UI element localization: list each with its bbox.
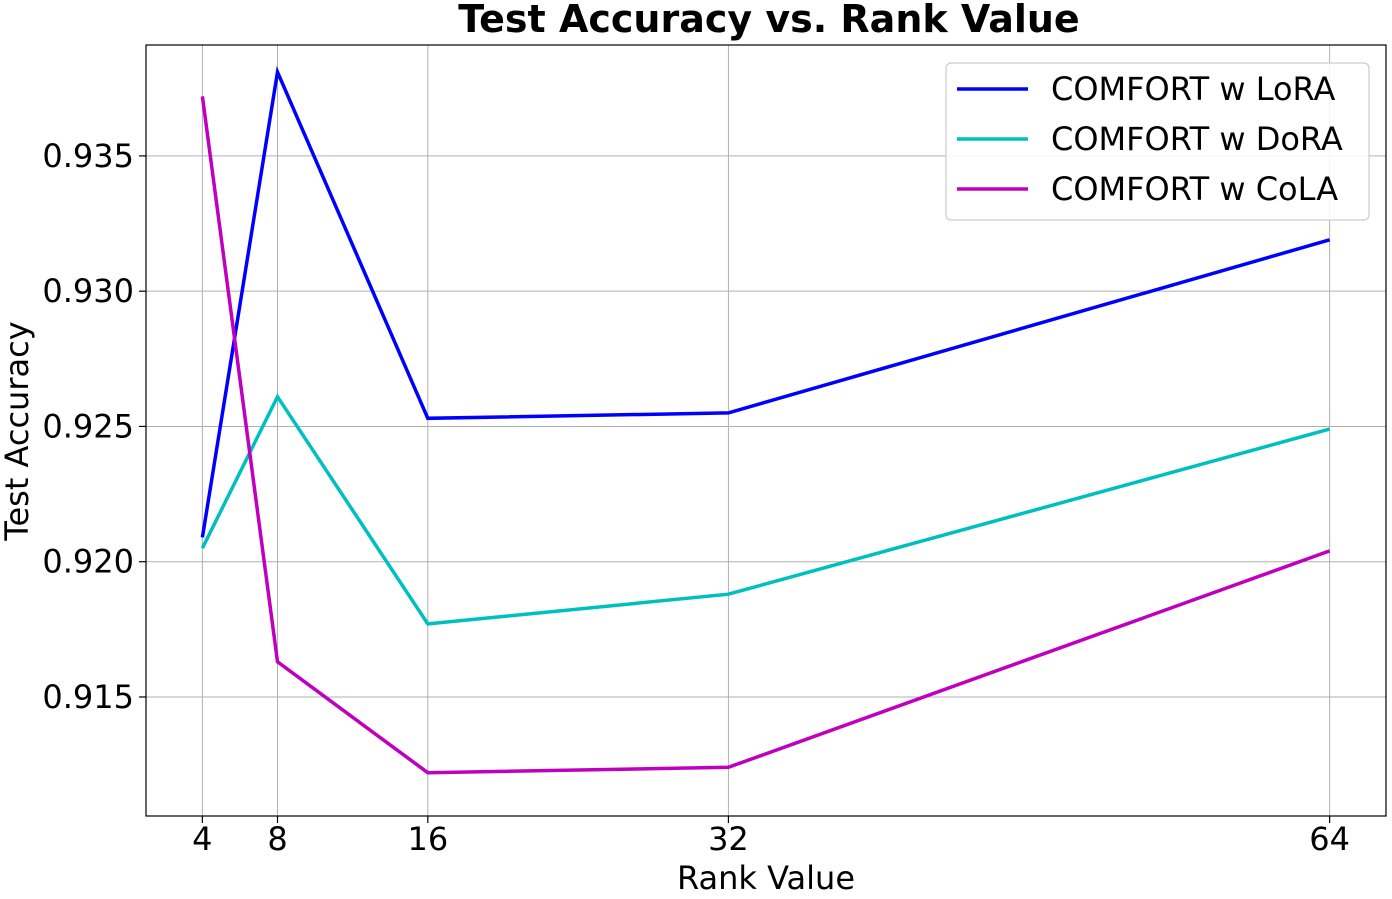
x-tick-label: 16 <box>407 820 448 858</box>
series-line-1 <box>200 65 1331 538</box>
x-axis-label: Rank Value <box>677 859 855 894</box>
x-tick-label: 8 <box>267 820 287 858</box>
legend: COMFORT w LoRA COMFORT w DoRA COMFORT w Co… <box>945 62 1370 221</box>
legend-label: COMFORT w LoRA <box>1051 70 1335 108</box>
y-axis-label: Test Accuracy <box>0 321 36 541</box>
series-lines <box>200 65 1331 775</box>
series-line-3 <box>200 96 1331 775</box>
chart-title: Test Accuracy vs. Rank Value <box>458 0 1079 41</box>
series-line-2 <box>200 393 1331 626</box>
y-tick-label: 0.920 <box>42 543 134 581</box>
legend-label: COMFORT w CoLA <box>1051 170 1338 208</box>
legend-box <box>945 62 1370 221</box>
y-tick-label: 0.935 <box>42 137 134 175</box>
y-tick-label: 0.925 <box>42 407 134 445</box>
plot-frame <box>145 44 1387 817</box>
x-tick-label: 64 <box>1309 820 1350 858</box>
y-tick-label: 0.930 <box>42 272 134 310</box>
legend-label: COMFORT w DoRA <box>1051 120 1343 158</box>
x-tick-label: 4 <box>192 820 212 858</box>
y-tick-label: 0.915 <box>42 678 134 716</box>
axis-ticks: 4 8 16 32 64 0.915 0.920 0.925 0.930 0.935 <box>42 137 1350 858</box>
x-tick-label: 32 <box>708 820 749 858</box>
